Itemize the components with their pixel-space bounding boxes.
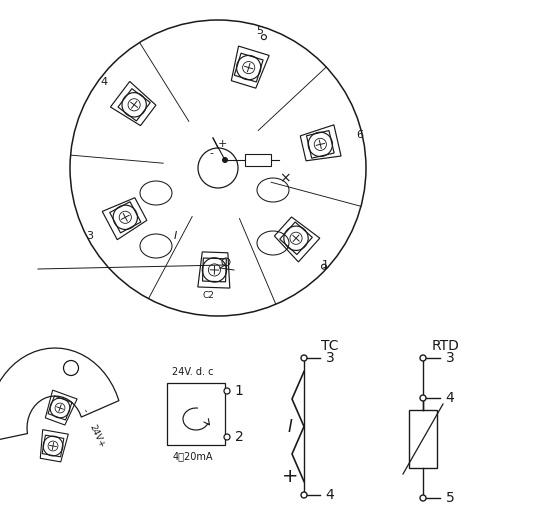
Text: 3: 3 [326, 351, 335, 365]
Circle shape [420, 395, 426, 401]
Text: I: I [288, 417, 293, 435]
Text: RTD: RTD [432, 339, 460, 353]
Text: 4: 4 [100, 77, 107, 87]
Text: 5: 5 [445, 491, 454, 505]
Bar [167, 383, 225, 445]
Text: 6: 6 [356, 130, 363, 140]
Text: -: - [209, 148, 213, 158]
Text: 24V. d. c: 24V. d. c [172, 367, 214, 377]
Circle shape [224, 388, 230, 394]
Text: I: I [173, 231, 177, 241]
Circle shape [301, 355, 307, 361]
Text: ×: × [279, 171, 291, 186]
Text: 1: 1 [322, 260, 329, 270]
Text: 1: 1 [234, 384, 243, 398]
Text: 4: 4 [445, 391, 454, 405]
Text: 4: 4 [326, 488, 335, 502]
Text: TC: TC [321, 339, 338, 353]
Text: 3: 3 [86, 231, 94, 241]
Text: -: - [80, 406, 90, 414]
Text: 24V+: 24V+ [88, 423, 106, 449]
Text: 3: 3 [445, 351, 454, 365]
Circle shape [301, 492, 307, 498]
Bar [409, 410, 437, 468]
Text: 2: 2 [235, 430, 243, 444]
Text: +: + [217, 139, 227, 149]
Circle shape [223, 158, 227, 162]
Circle shape [224, 434, 230, 440]
Text: 4～20mA: 4～20mA [173, 451, 213, 461]
Text: +: + [282, 467, 298, 486]
Circle shape [420, 495, 426, 501]
Text: C2: C2 [203, 291, 215, 300]
Text: 5: 5 [257, 26, 263, 36]
Bar [245, 154, 271, 166]
Circle shape [420, 355, 426, 361]
